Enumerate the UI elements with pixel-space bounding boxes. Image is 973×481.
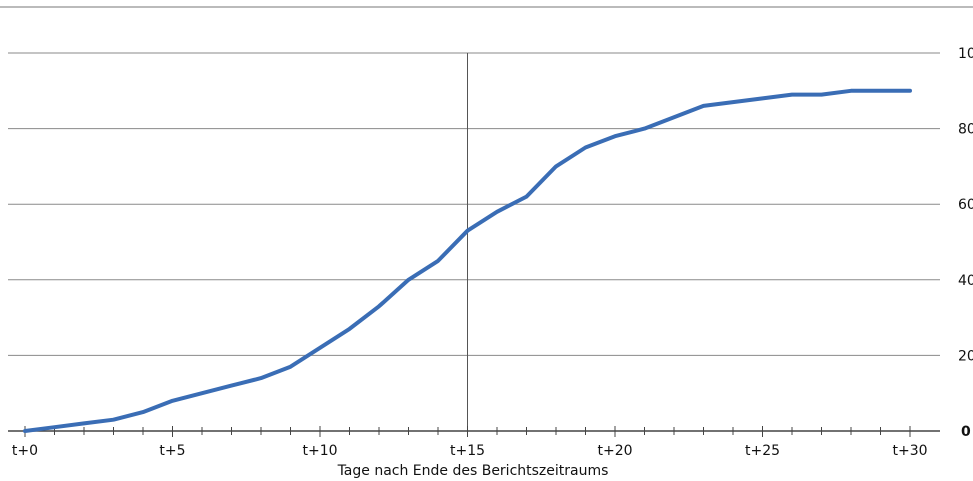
x-tick-label: t+30 (892, 443, 927, 459)
x-tick-label: t+15 (450, 443, 485, 459)
x-tick-label: t+5 (159, 443, 185, 459)
y-tick-label: 60 (958, 197, 973, 213)
x-axis (8, 426, 940, 437)
y-tick-label: 100 (958, 46, 973, 62)
x-tick-label: t+0 (12, 443, 38, 459)
y-tick-label: 80 (958, 122, 973, 138)
x-axis-label: Tage nach Ende des Berichtszeitraums (337, 463, 609, 479)
x-tick-labels: t+0 t+5 t+10 t+15 t+20 t+25 t+30 (12, 443, 928, 459)
y-tick-label: 0 (961, 424, 971, 440)
x-tick-label: t+25 (745, 443, 780, 459)
y-tick-labels: 0 20 40 60 80 100 (958, 46, 973, 440)
y-tick-label: 20 (958, 348, 973, 364)
y-tick-label: 40 (958, 273, 973, 289)
series-line (23, 88, 912, 433)
gridlines (8, 52, 940, 356)
x-tick-label: t+20 (597, 443, 632, 459)
x-tick-label: t+10 (302, 443, 337, 459)
